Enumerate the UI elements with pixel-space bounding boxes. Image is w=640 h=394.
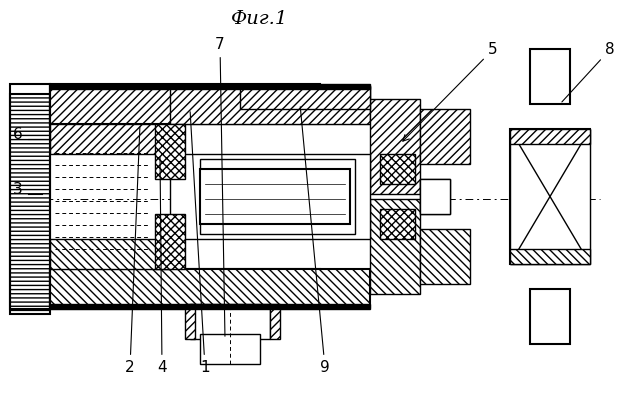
Bar: [420, 179, 450, 214]
Text: 8: 8: [562, 42, 615, 102]
Text: 3: 3: [13, 182, 23, 197]
Bar: [370, 99, 420, 194]
Text: 9: 9: [300, 107, 330, 375]
Bar: [190, 304, 270, 339]
Bar: [420, 109, 470, 164]
Bar: [10, 94, 50, 314]
Bar: [50, 304, 370, 309]
Bar: [370, 199, 420, 294]
Bar: [50, 84, 370, 89]
Bar: [155, 214, 185, 269]
Text: 1: 1: [190, 112, 210, 375]
Bar: [380, 154, 415, 184]
Bar: [170, 154, 370, 239]
Bar: [420, 229, 470, 284]
Text: 2: 2: [125, 127, 140, 375]
Bar: [510, 129, 590, 264]
Bar: [50, 269, 370, 307]
Bar: [510, 129, 590, 144]
Bar: [240, 86, 370, 109]
Bar: [200, 159, 355, 234]
Text: 6: 6: [13, 127, 23, 142]
Text: 5: 5: [403, 42, 498, 141]
Bar: [530, 289, 570, 344]
Bar: [50, 269, 320, 309]
Bar: [510, 249, 590, 264]
Bar: [185, 304, 195, 339]
Bar: [50, 84, 320, 124]
Bar: [50, 239, 170, 269]
Bar: [50, 86, 370, 124]
Bar: [200, 169, 350, 224]
Bar: [170, 86, 370, 124]
Bar: [155, 124, 185, 179]
Text: 4: 4: [157, 157, 167, 375]
Bar: [270, 304, 280, 339]
Text: Фиг.1: Фиг.1: [232, 10, 289, 28]
Text: 7: 7: [215, 37, 225, 336]
Bar: [50, 124, 170, 154]
Bar: [380, 209, 415, 239]
Bar: [510, 129, 590, 264]
Bar: [200, 334, 260, 364]
Bar: [530, 49, 570, 104]
Bar: [420, 179, 450, 214]
